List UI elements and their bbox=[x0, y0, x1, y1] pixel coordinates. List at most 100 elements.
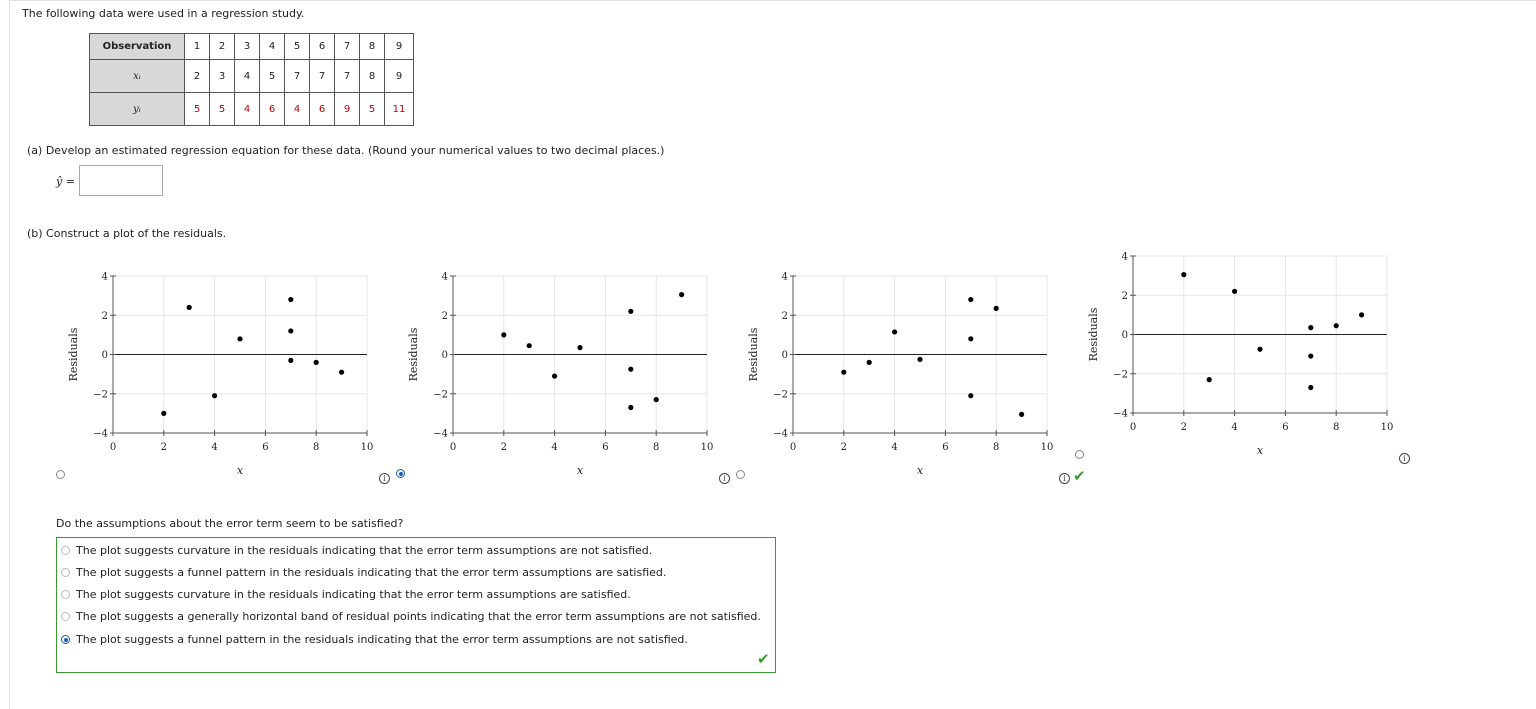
option-1-label: The plot suggests curvature in the resid… bbox=[76, 544, 653, 557]
y-tick-label: 2 bbox=[1122, 291, 1128, 302]
y-tick-label: −2 bbox=[1113, 369, 1128, 380]
option-3-radio[interactable] bbox=[61, 590, 70, 599]
option-5-radio[interactable] bbox=[61, 635, 70, 644]
y-tick-label: 0 bbox=[782, 350, 788, 361]
page-left-border bbox=[9, 0, 10, 709]
x-tick-label: 4 bbox=[551, 442, 557, 453]
plot-2-radio[interactable] bbox=[396, 469, 405, 478]
x-tick-label: 2 bbox=[161, 442, 167, 453]
x-value-cell-7: 7 bbox=[334, 59, 360, 93]
residual-plot-4: 0 2 4 6 8 10 −4 −2 0 2 4 x Residuals bbox=[1087, 252, 1393, 458]
plot-1-radio[interactable] bbox=[56, 470, 65, 479]
observation-cell-5: 5 bbox=[284, 33, 310, 60]
y-tick-label: 4 bbox=[1122, 252, 1128, 263]
option-4-radio[interactable] bbox=[61, 612, 70, 621]
residual-point bbox=[1333, 323, 1339, 329]
x-tick-label: 8 bbox=[653, 442, 659, 453]
residual-point bbox=[628, 404, 634, 411]
y-value-cell-7: 9 bbox=[334, 92, 360, 126]
x-tick-label: 0 bbox=[450, 442, 456, 453]
option-3-label: The plot suggests curvature in the resid… bbox=[76, 588, 631, 601]
y-tick-label: 4 bbox=[442, 272, 448, 283]
x-tick-label: 2 bbox=[1181, 422, 1187, 433]
x-tick-label: 6 bbox=[262, 442, 268, 453]
plot-2-info-icon[interactable]: i bbox=[719, 473, 730, 484]
residual-point bbox=[968, 336, 974, 342]
y-axis-label: Residuals bbox=[747, 327, 760, 381]
x-tick-label: 6 bbox=[942, 442, 948, 453]
option-4[interactable]: The plot suggests a generally horizontal… bbox=[61, 608, 761, 626]
residual-plot-3: 0 2 4 6 8 10 −4 −2 0 2 4 x Residuals bbox=[747, 272, 1053, 478]
residual-point bbox=[186, 304, 192, 310]
y-tick-label: −2 bbox=[433, 389, 448, 400]
x-axis-label: x bbox=[917, 464, 924, 477]
x-value-cell-1: 2 bbox=[184, 59, 210, 93]
y-tick-label: 2 bbox=[782, 311, 788, 322]
residual-point bbox=[339, 369, 345, 375]
residual-point bbox=[288, 296, 294, 303]
residual-point bbox=[288, 328, 294, 334]
residual-point bbox=[1232, 288, 1238, 294]
residual-point bbox=[577, 345, 583, 351]
regression-equation-input[interactable] bbox=[79, 165, 163, 196]
residual-plot-2: 0 2 4 6 8 10 −4 −2 0 2 4 x Residuals bbox=[407, 272, 713, 478]
x-tick-label: 6 bbox=[602, 442, 608, 453]
residual-plot-1: 0 2 4 6 8 10 −4 −2 0 2 4 x Residuals bbox=[67, 272, 373, 478]
x-value-cell-9: 9 bbox=[384, 59, 414, 93]
observation-cell-4: 4 bbox=[259, 33, 285, 60]
y-tick-label: 2 bbox=[442, 311, 448, 322]
y-tick-label: 4 bbox=[102, 272, 108, 283]
y-value-cell-2: 5 bbox=[209, 92, 235, 126]
plot-3-radio[interactable] bbox=[736, 470, 745, 479]
x-tick-label: 2 bbox=[841, 442, 847, 453]
plot-4-info-icon[interactable]: i bbox=[1399, 453, 1410, 464]
residual-point bbox=[313, 359, 319, 365]
residual-point bbox=[993, 305, 999, 311]
residual-point bbox=[892, 329, 898, 335]
option-3[interactable]: The plot suggests curvature in the resid… bbox=[61, 586, 631, 604]
residual-point bbox=[1019, 411, 1025, 417]
part-c-question: Do the assumptions about the error term … bbox=[56, 517, 404, 530]
plot-1-info-icon[interactable]: i bbox=[379, 473, 390, 484]
y-tick-label: −4 bbox=[93, 429, 108, 440]
residual-point bbox=[1206, 377, 1212, 383]
option-1[interactable]: The plot suggests curvature in the resid… bbox=[61, 542, 652, 560]
y-value-cell-1: 5 bbox=[184, 92, 210, 126]
plot-correct-check-icon: ✔ bbox=[1073, 467, 1086, 485]
y-axis-label: Residuals bbox=[1087, 307, 1100, 361]
x-tick-label: 8 bbox=[313, 442, 319, 453]
residual-point bbox=[161, 410, 167, 416]
answer-options-box: The plot suggests curvature in the resid… bbox=[56, 537, 776, 673]
residual-point bbox=[552, 373, 558, 379]
x-row-header: xᵢ bbox=[89, 59, 185, 93]
option-2-radio[interactable] bbox=[61, 568, 70, 577]
y-tick-label: 4 bbox=[782, 272, 788, 283]
yhat-label: ŷ = bbox=[56, 175, 75, 188]
residual-point bbox=[212, 393, 218, 399]
option-1-radio[interactable] bbox=[61, 546, 70, 555]
x-tick-label: 4 bbox=[211, 442, 217, 453]
x-value-cell-5: 7 bbox=[284, 59, 310, 93]
option-2[interactable]: The plot suggests a funnel pattern in th… bbox=[61, 564, 666, 582]
observation-header: Observation bbox=[89, 33, 185, 60]
residual-point bbox=[968, 296, 974, 303]
x-axis-label: x bbox=[237, 464, 244, 477]
x-value-cell-6: 7 bbox=[309, 59, 335, 93]
residual-point bbox=[679, 292, 685, 298]
y-tick-label: −4 bbox=[773, 429, 788, 440]
page-top-border bbox=[9, 0, 1536, 1]
x-tick-label: 0 bbox=[1130, 422, 1136, 433]
residual-point bbox=[1257, 346, 1263, 352]
observation-cell-8: 8 bbox=[359, 33, 385, 60]
x-axis-label: x bbox=[577, 464, 584, 477]
x-value-cell-4: 5 bbox=[259, 59, 285, 93]
x-tick-label: 10 bbox=[1041, 442, 1054, 453]
plot-3-info-icon[interactable]: i bbox=[1059, 473, 1070, 484]
residual-point bbox=[1181, 272, 1187, 278]
residual-point bbox=[866, 359, 872, 365]
y-tick-label: 0 bbox=[442, 350, 448, 361]
option-5[interactable]: The plot suggests a funnel pattern in th… bbox=[61, 631, 688, 649]
answer-correct-check-icon: ✔ bbox=[757, 650, 770, 668]
plot-4-radio[interactable] bbox=[1075, 450, 1084, 459]
